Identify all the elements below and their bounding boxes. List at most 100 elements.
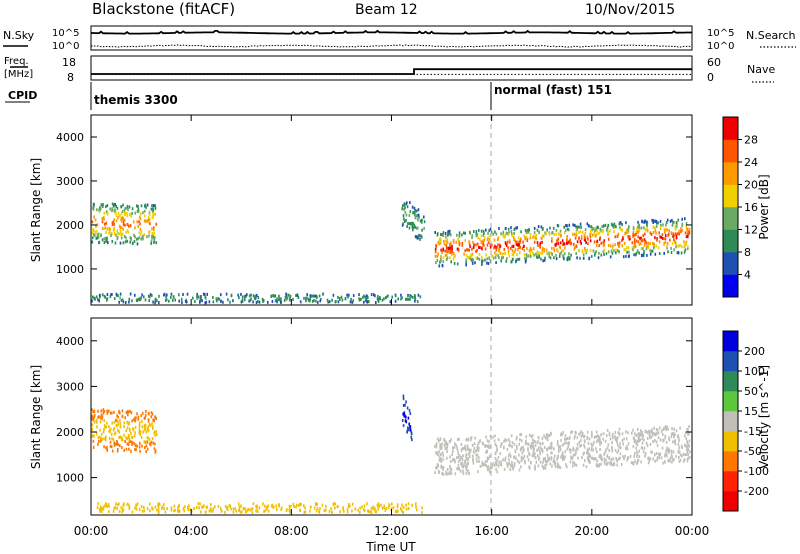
velocity-echo-cell: [524, 461, 526, 465]
power-echo-cell: [575, 230, 578, 234]
velocity-echo-cell: [508, 461, 511, 465]
velocity-echo-cell: [396, 503, 399, 507]
velocity-echo-cell: [564, 434, 567, 438]
power-echo-cell: [605, 252, 608, 256]
power-echo-cell: [455, 240, 458, 244]
velocity-echo-cell: [537, 436, 540, 440]
velocity-echo-cell: [488, 455, 491, 459]
velocity-echo-cell: [334, 502, 336, 506]
power-echo-cell: [409, 201, 411, 205]
power-echo-cell: [559, 232, 561, 236]
power-echo-cell: [326, 298, 329, 302]
power-echo-cell: [649, 231, 652, 235]
velocity-echo-cell: [687, 453, 689, 456]
velocity-echo-cell: [454, 442, 456, 446]
velocity-echo-cell: [636, 433, 638, 437]
power-echo-cell: [136, 237, 138, 241]
power-echo-cell: [494, 251, 496, 255]
power-echo-cell: [665, 228, 667, 231]
power-echo-cell: [245, 294, 247, 298]
velocity-echo-cell: [128, 440, 131, 444]
power-echo-cell: [406, 297, 408, 301]
power-echo-cell: [114, 203, 116, 207]
power-echo-cell: [587, 242, 589, 246]
velocity-echo-cell: [128, 447, 130, 451]
velocity-echo-cell: [467, 438, 469, 442]
velocity-colorbar-level-1: [723, 491, 738, 512]
velocity-echo-cell: [658, 426, 661, 430]
power-echo-cell: [532, 251, 534, 255]
power-echo-cell: [587, 237, 589, 241]
power-echo-cell: [112, 204, 115, 208]
power-echo-cell: [640, 238, 643, 242]
velocity-echo-cell: [638, 449, 640, 453]
power-echo-cell: [446, 240, 449, 244]
velocity-echo-cell: [271, 505, 274, 509]
velocity-echo-cell: [592, 457, 595, 460]
velocity-echo-cell: [94, 420, 96, 424]
power-echo-cell: [125, 236, 127, 240]
power-echo-cell: [575, 233, 578, 237]
power-echo-cell: [289, 298, 291, 302]
velocity-echo-cell: [684, 434, 686, 438]
power-echo-cell: [151, 234, 153, 238]
velocity-echo-cell: [515, 444, 518, 448]
power-echo-cell: [276, 297, 278, 300]
power-echo-cell: [456, 262, 459, 266]
power-echo-cell: [592, 249, 595, 253]
velocity-echo-cell: [614, 430, 617, 434]
power-echo-cell: [525, 253, 528, 257]
power-echo-cell: [686, 227, 688, 231]
power-echo-cell: [449, 251, 452, 254]
velocity-echo-cell: [556, 440, 559, 444]
power-echo-cell: [127, 230, 130, 234]
velocity-echo-cell: [509, 467, 512, 471]
velocity-echo-cell: [114, 506, 117, 510]
power-echo-cell: [576, 256, 578, 260]
velocity-echo-cell: [439, 456, 441, 460]
power-echo-cell: [612, 225, 615, 229]
velocity-echo-cell: [587, 448, 589, 452]
power-echo-cell: [103, 211, 106, 215]
velocity-echo-cell: [438, 458, 441, 462]
power-echo-cell: [621, 239, 623, 242]
power-echo-cell: [414, 216, 417, 219]
velocity-echo-cell: [643, 438, 645, 442]
velocity-echo-cell: [600, 457, 603, 461]
power-echo-cell: [505, 227, 507, 230]
velocity-echo-cell: [573, 461, 576, 465]
velocity-echo-cell: [249, 508, 251, 512]
velocity-ytick-label-2: 2000: [56, 426, 84, 439]
power-echo-cell: [515, 242, 518, 246]
power-echo-cell: [93, 215, 95, 219]
power-echo-cell: [464, 239, 466, 243]
velocity-echo-cell: [545, 462, 548, 466]
velocity-echo-cell: [579, 432, 581, 436]
velocity-echo-cell: [224, 511, 226, 514]
velocity-echo-cell: [116, 414, 118, 418]
velocity-echo-cell: [546, 434, 548, 438]
velocity-colorbar-label: Velocity [m s^-1]: [757, 365, 771, 469]
power-echo-cell: [559, 241, 562, 245]
velocity-echo-cell: [537, 440, 539, 444]
velocity-echo-cell: [668, 436, 670, 440]
velocity-echo-cell: [513, 462, 516, 465]
velocity-echo-cell: [686, 459, 689, 463]
power-echo-cell: [661, 233, 664, 237]
power-echo-cell: [206, 292, 208, 296]
velocity-echo-cell: [544, 456, 546, 460]
velocity-echo-cell: [476, 446, 479, 450]
power-echo-cell: [121, 298, 124, 302]
power-echo-cell: [106, 227, 109, 231]
power-echo-cell: [640, 236, 642, 240]
velocity-echo-cell: [442, 467, 444, 471]
velocity-echo-cell: [544, 460, 547, 463]
velocity-echo-cell: [134, 426, 137, 429]
power-echo-cell: [158, 301, 160, 305]
velocity-echo-cell: [657, 431, 660, 435]
power-echo-cell: [652, 221, 654, 224]
velocity-echo-cell: [239, 510, 242, 514]
power-echo-cell: [465, 253, 468, 257]
velocity-echo-cell: [402, 511, 404, 514]
velocity-echo-cell: [684, 431, 687, 435]
